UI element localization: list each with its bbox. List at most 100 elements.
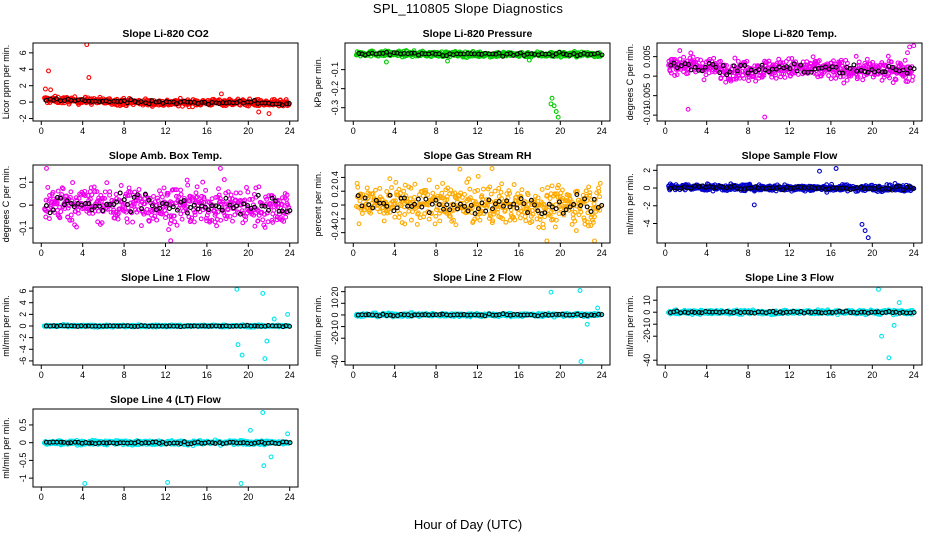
reference-point [191, 202, 197, 208]
x-tick-label: 24 [597, 126, 607, 136]
reference-point [748, 67, 754, 73]
reference-point [237, 211, 243, 217]
reference-point [437, 312, 443, 318]
reference-point [900, 67, 906, 73]
reference-point [97, 203, 102, 209]
outlier-point [526, 57, 532, 63]
outlier-point [865, 235, 871, 241]
reference-point [174, 207, 180, 213]
reference-point [157, 205, 163, 211]
data-point [68, 189, 74, 195]
reference-point [241, 100, 246, 106]
y-axis-label: degrees C per min. [1, 166, 11, 243]
data-point [387, 209, 393, 215]
data-point [437, 218, 443, 224]
data-point [500, 216, 505, 222]
reference-point [465, 208, 471, 214]
data-point [512, 217, 518, 223]
reference-point [517, 50, 523, 56]
reference-point [900, 187, 906, 193]
panel-title: Slope Amb. Box Temp. [109, 150, 222, 162]
data-point [746, 78, 752, 84]
data-point [87, 196, 93, 202]
y-tick-label: -4 [642, 219, 652, 227]
y-tick-label: 0 [18, 323, 28, 328]
reference-point [217, 323, 223, 329]
data-point [592, 214, 597, 220]
reference-point [51, 207, 56, 213]
reference-point [199, 323, 205, 329]
reference-point [692, 64, 698, 70]
y-tick-label: -0.01 [642, 105, 652, 126]
reference-point [755, 185, 761, 191]
plot-frame [32, 42, 299, 122]
y-axis-label: ml/min per min. [625, 295, 635, 357]
data-point [165, 190, 171, 196]
data-point [434, 207, 439, 213]
y-tick-label: -10 [330, 320, 340, 333]
y-tick-label: 0.005 [642, 45, 652, 68]
data-point [578, 209, 584, 215]
data-point [802, 65, 808, 71]
reference-point [882, 69, 888, 75]
reference-point [897, 183, 902, 189]
data-point [543, 204, 549, 210]
data-point [475, 173, 481, 179]
x-tick-label: 12 [160, 370, 170, 380]
y-axis-label: Licor ppm per min. [1, 45, 11, 120]
data-point [885, 53, 891, 59]
y-axis-label: ml/min per min. [625, 173, 635, 235]
data-point [438, 202, 444, 207]
x-tick-label: 8 [122, 370, 127, 380]
data-point [172, 187, 178, 193]
reference-point [678, 63, 684, 69]
reference-point [149, 98, 155, 104]
data-point [480, 186, 486, 192]
reference-point [826, 66, 832, 72]
reference-point [206, 207, 211, 213]
data-point [547, 213, 553, 218]
data-point [830, 58, 836, 64]
outlier-point [234, 287, 240, 292]
data-point [688, 50, 694, 56]
outlier-point [817, 168, 822, 174]
reference-point [89, 207, 95, 213]
data-point [240, 220, 246, 226]
reference-point [808, 69, 814, 75]
outlier-point [751, 202, 757, 208]
reference-point [241, 323, 247, 329]
reference-point [213, 203, 219, 209]
data-points [666, 166, 917, 241]
y-tick-label: 10 [330, 298, 340, 308]
data-point [65, 205, 71, 211]
data-point [107, 189, 113, 195]
reference-point [279, 208, 285, 214]
data-point [711, 55, 717, 61]
panel-title: Slope Gas Stream RH [424, 150, 532, 162]
data-point [392, 198, 398, 204]
reference-point [419, 312, 425, 318]
data-point [86, 207, 92, 213]
reference-point [847, 65, 853, 71]
data-point [99, 220, 105, 226]
data-point [467, 186, 473, 192]
data-point [172, 219, 178, 225]
reference-point [767, 185, 772, 191]
reference-point [762, 67, 768, 73]
panel-4: Slope Amb. Box Temp.degrees C per min.0 4… [1, 150, 299, 258]
data-point [127, 189, 133, 195]
reference-point [262, 203, 268, 209]
data-point [597, 180, 603, 186]
data-point [364, 196, 370, 202]
data-point [909, 77, 915, 83]
data-point [396, 214, 402, 220]
y-tick-label: -0.2 [330, 211, 340, 227]
data-point [252, 223, 258, 229]
data-point [769, 74, 775, 80]
x-tick-label: 16 [202, 370, 212, 380]
data-point [70, 180, 76, 186]
data-point [60, 186, 66, 192]
reference-point [388, 312, 393, 318]
outlier-point [46, 68, 51, 74]
